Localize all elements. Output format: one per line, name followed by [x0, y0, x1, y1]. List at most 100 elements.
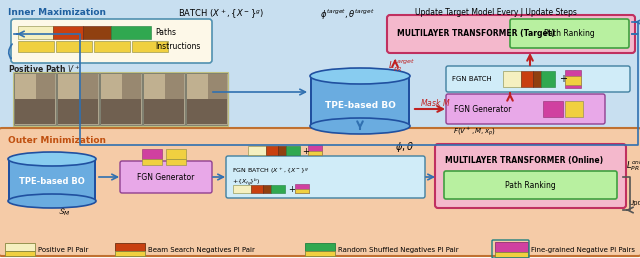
FancyBboxPatch shape [387, 15, 635, 53]
Bar [495, 252, 528, 257]
Bar [53, 26, 83, 39]
Bar [286, 146, 300, 155]
Bar [521, 71, 533, 87]
FancyBboxPatch shape [0, 0, 640, 134]
Text: MULTILAYER TRANSFORMER (Online): MULTILAYER TRANSFORMER (Online) [445, 157, 603, 165]
Bar [310, 76, 410, 126]
Bar [115, 251, 145, 256]
Bar [5, 251, 35, 256]
Bar [251, 185, 263, 193]
Text: +: + [302, 147, 309, 156]
Bar [308, 151, 322, 155]
Bar [14, 73, 56, 125]
Bar [142, 159, 162, 165]
FancyArrowPatch shape [9, 44, 12, 59]
Bar [543, 101, 563, 117]
Bar [132, 41, 168, 52]
Text: FGN Generator: FGN Generator [454, 104, 511, 114]
FancyBboxPatch shape [120, 161, 212, 193]
Bar [8, 159, 10, 201]
Text: $L_{PR}^{online}$: $L_{PR}^{online}$ [626, 158, 640, 173]
Bar [310, 76, 312, 126]
Text: Inner Maximization: Inner Maximization [8, 8, 106, 17]
Bar [15, 99, 55, 124]
Bar [101, 99, 141, 124]
Text: Outer Minimization: Outer Minimization [8, 136, 106, 145]
Text: Paths: Paths [155, 28, 176, 37]
Bar [18, 26, 53, 39]
Text: +: + [288, 184, 295, 194]
Text: FGN Generator: FGN Generator [138, 173, 195, 181]
Text: $F(V^+, M, x_p)$: $F(V^+, M, x_p)$ [453, 125, 496, 138]
Text: TPE-based BO: TPE-based BO [324, 101, 396, 109]
Ellipse shape [310, 68, 410, 84]
Text: Mask $M$: Mask $M$ [420, 98, 451, 109]
Bar [58, 74, 98, 124]
Bar [18, 41, 54, 52]
Bar [565, 101, 583, 117]
Bar [94, 159, 96, 201]
FancyBboxPatch shape [435, 144, 626, 208]
Text: Instructions: Instructions [155, 42, 200, 51]
FancyBboxPatch shape [11, 19, 212, 63]
Bar [187, 74, 208, 124]
Bar [187, 99, 227, 124]
Bar [565, 70, 581, 88]
Text: $\phi^{target}, \theta^{target}$: $\phi^{target}, \theta^{target}$ [320, 8, 374, 22]
Bar [58, 74, 79, 124]
Text: BATCH $(X^+,\{X^-\}^g)$: BATCH $(X^+,\{X^-\}^g)$ [178, 8, 264, 21]
Bar [94, 41, 130, 52]
Text: $\mathcal{S}_M$: $\mathcal{S}_M$ [58, 207, 70, 219]
Bar [143, 73, 185, 125]
Bar [15, 74, 55, 124]
Bar [541, 71, 555, 87]
FancyBboxPatch shape [510, 19, 629, 48]
FancyBboxPatch shape [0, 128, 640, 256]
Text: Beam Search Negatives PI Pair: Beam Search Negatives PI Pair [148, 247, 255, 253]
Bar [101, 74, 141, 124]
Text: $+\{X_{fg}\}^b)$: $+\{X_{fg}\}^b)$ [232, 176, 260, 188]
Text: FGN BATCH $(X^+,\{X^-\}^g$: FGN BATCH $(X^+,\{X^-\}^g$ [232, 166, 309, 176]
Ellipse shape [8, 194, 96, 208]
Bar [57, 73, 99, 125]
Bar [295, 184, 309, 193]
Bar [305, 251, 335, 256]
Bar [186, 73, 228, 125]
Text: TPE-based BO: TPE-based BO [19, 178, 85, 187]
Bar [5, 243, 35, 251]
Bar [111, 26, 151, 39]
Ellipse shape [8, 152, 96, 166]
Bar [144, 74, 184, 124]
Text: Update Target Model Every J Update Steps: Update Target Model Every J Update Steps [415, 8, 577, 17]
Bar [263, 185, 271, 193]
Bar [233, 185, 251, 193]
Text: Positive PI Pair: Positive PI Pair [38, 247, 88, 253]
FancyBboxPatch shape [226, 156, 425, 198]
Bar [15, 74, 36, 124]
Bar [295, 189, 309, 193]
Text: Updates: Updates [628, 200, 640, 206]
Text: $\phi, \theta$: $\phi, \theta$ [395, 140, 414, 154]
Bar [115, 243, 145, 251]
Bar [305, 243, 335, 251]
Ellipse shape [310, 118, 410, 134]
Bar [248, 146, 266, 155]
Bar [187, 74, 227, 124]
Text: FGN BATCH: FGN BATCH [452, 76, 492, 82]
Text: Path Ranking: Path Ranking [505, 181, 556, 189]
Text: Random Shuffled Negatives PI Pair: Random Shuffled Negatives PI Pair [338, 247, 459, 253]
Bar [565, 76, 581, 85]
Text: $L_{PR}^{target}$: $L_{PR}^{target}$ [388, 58, 415, 74]
Bar [8, 159, 96, 201]
Bar [100, 73, 142, 125]
Bar [166, 159, 186, 165]
Bar [58, 99, 98, 124]
Bar [278, 146, 286, 155]
Bar [144, 99, 184, 124]
Bar [503, 71, 521, 87]
Bar [56, 41, 92, 52]
FancyBboxPatch shape [446, 66, 630, 92]
FancyBboxPatch shape [444, 171, 617, 199]
Bar [266, 146, 278, 155]
Bar [533, 71, 541, 87]
